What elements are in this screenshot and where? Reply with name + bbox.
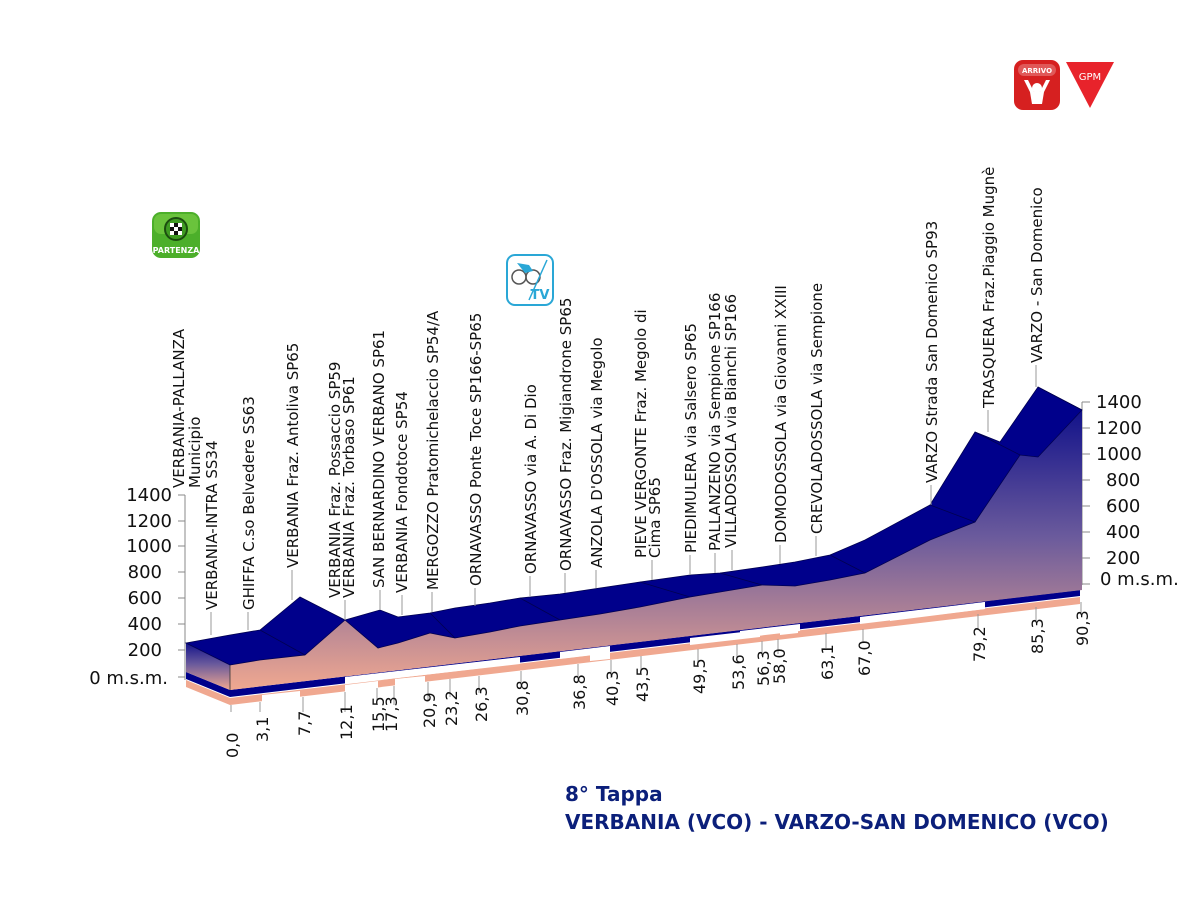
location-label: ORNAVASSO via A. Di Dio <box>522 384 540 574</box>
location-label: PALLANZENO via Sempione SP166 <box>706 293 724 551</box>
location-label: PIEDIMULERA via Salsero SP65 <box>682 323 700 553</box>
km-label: 67,0 <box>855 640 874 676</box>
y-tick-label: 600 <box>1106 496 1140 517</box>
km-label: 90,3 <box>1073 610 1092 646</box>
y-tick-label: 1000 <box>1096 444 1142 465</box>
km-label: 85,3 <box>1028 618 1047 654</box>
km-label: 15,5 <box>369 696 388 732</box>
location-label: ORNAVASSO Ponte Toce SP166-SP65 <box>467 313 485 586</box>
right-y-axis: 1400 1200 1000 800 600 400 200 0 m.s.m. <box>1081 392 1179 590</box>
y-tick-label: 1400 <box>126 485 172 506</box>
km-ticks <box>230 602 1082 712</box>
km-label: 63,1 <box>818 644 837 680</box>
y-tick-label: 200 <box>1106 548 1140 569</box>
y-tick-label: 1400 <box>1096 392 1142 413</box>
location-leaders <box>210 365 1037 635</box>
location-label: PIEVE VERGONTE Fraz. Megolo di <box>632 309 650 558</box>
segment-lines <box>259 386 1083 656</box>
km-label: 53,6 <box>729 654 748 690</box>
y-tick-label: 0 m.s.m. <box>89 668 168 689</box>
profile-side-face <box>186 643 230 690</box>
location-label: VERBANIA Fraz. Torbaso SP61 <box>340 376 358 598</box>
location-label: VILLADOSSOLA via Bianchi SP166 <box>722 294 740 548</box>
gpm-icon: GPM <box>1066 62 1114 108</box>
location-label: VARZO - San Domenico <box>1028 187 1046 363</box>
km-label: 26,3 <box>472 686 491 722</box>
location-label: ORNAVASSO Fraz. Migiandrone SP65 <box>557 298 575 571</box>
location-label: CREVOLADOSSOLA via Sempione <box>808 283 826 534</box>
km-label: 12,1 <box>337 704 356 740</box>
svg-text:PARTENZA: PARTENZA <box>153 246 201 255</box>
y-tick-label: 1000 <box>126 536 172 557</box>
location-label: Cima SP65 <box>646 477 664 558</box>
km-label: 36,8 <box>570 674 589 710</box>
km-label: 49,5 <box>690 658 709 694</box>
km-label: 20,9 <box>420 692 439 728</box>
km-label: 3,1 <box>253 717 272 742</box>
tv-icon: TV <box>506 254 554 306</box>
location-label: VERBANIA Fraz. Possaccio SP59 <box>326 362 344 598</box>
km-label: 23,2 <box>442 690 461 726</box>
location-label: VARZO Strada San Domenico SP93 <box>923 221 941 483</box>
y-tick-label: 800 <box>128 562 162 583</box>
arrivo-icon: ARRIVO <box>1014 60 1060 110</box>
y-tick-label: 600 <box>128 588 162 609</box>
stage-route: VERBANIA (VCO) - VARZO-SAN DOMENICO (VCO… <box>565 810 1109 834</box>
km-label: 40,3 <box>603 670 622 706</box>
location-label: MERGOZZO Pratomichelaccio SP54/A <box>424 310 442 590</box>
profile-front-face <box>230 410 1082 690</box>
location-label: Municipio <box>186 417 204 488</box>
km-label: 17,3 <box>382 696 401 732</box>
location-label: SAN BERNARDINO VERBANO SP61 <box>370 330 388 588</box>
location-label: VERBANIA Fondotoce SP54 <box>393 391 411 593</box>
y-tick-label: 0 m.s.m. <box>1100 569 1179 590</box>
y-tick-label: 400 <box>128 614 162 635</box>
y-tick-label: 200 <box>128 640 162 661</box>
svg-text:TV: TV <box>531 288 550 303</box>
location-label: ANZOLA D'OSSOLA via Megolo <box>588 337 606 568</box>
svg-text:ARRIVO: ARRIVO <box>1022 67 1052 75</box>
y-tick-label: 400 <box>1106 522 1140 543</box>
location-label: TRASQUERA Fraz.Piaggio Mugnè <box>980 167 998 409</box>
km-label: 7,7 <box>295 711 314 736</box>
location-labels: VERBANIA-PALLANZA Municipio VERBANIA-INT… <box>170 167 1046 610</box>
y-tick-label: 1200 <box>1096 418 1142 439</box>
location-label: VERBANIA-PALLANZA <box>170 328 188 488</box>
partenza-icon: PARTENZA <box>152 212 200 258</box>
km-label: 43,5 <box>633 666 652 702</box>
location-label: VERBANIA Fraz. Antoliva SP65 <box>284 343 302 568</box>
km-label: 79,2 <box>970 626 989 662</box>
left-y-axis: 1400 1200 1000 800 600 400 200 0 m.s.m. <box>89 485 186 689</box>
location-label: DOMODOSSOLA via Giovanni XXIII <box>772 285 790 543</box>
y-tick-label: 800 <box>1106 470 1140 491</box>
stage-number: 8° Tappa <box>565 782 663 806</box>
km-label: 58,0 <box>770 648 789 684</box>
y-tick-label: 1200 <box>126 511 172 532</box>
km-label: 30,8 <box>513 680 532 716</box>
location-label: VERBANIA-INTRA SS34 <box>203 441 221 610</box>
km-labels: 0,0 3,1 7,7 12,1 15,5 17,3 20,9 23,2 26,… <box>223 610 1092 758</box>
svg-text:GPM: GPM <box>1079 72 1101 83</box>
km-label: 0,0 <box>223 733 242 758</box>
location-label: GHIFFA C.so Belvedere SS63 <box>240 396 258 610</box>
km-label: 56,3 <box>754 650 773 686</box>
base-strips <box>186 590 1080 705</box>
